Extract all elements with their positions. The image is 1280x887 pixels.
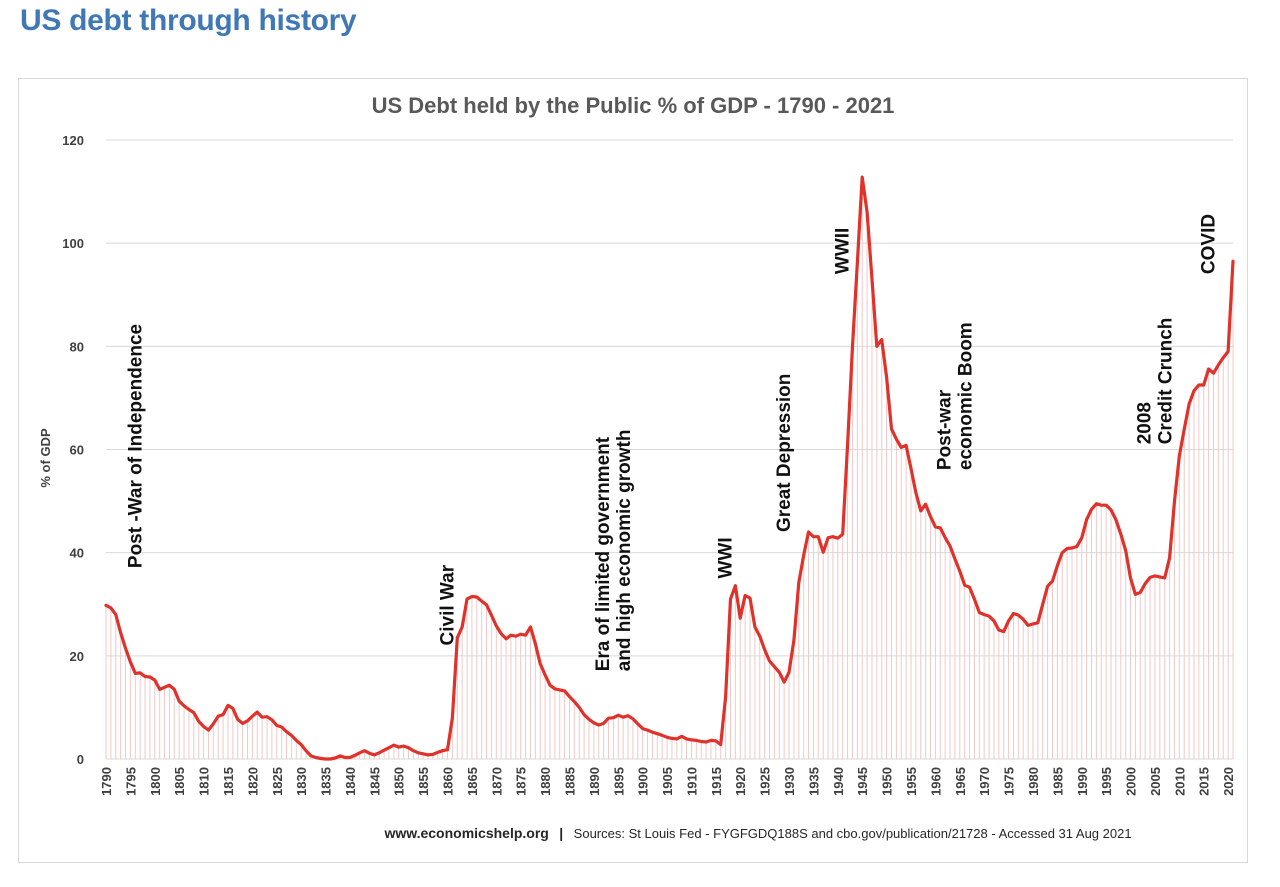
x-tick-label: 1850 <box>392 767 407 796</box>
x-tick-label: 1830 <box>294 767 309 796</box>
source-text: Sources: St Louis Fed - FYGFGDQ188S and … <box>574 826 1132 841</box>
x-tick-label: 2005 <box>1148 767 1163 796</box>
x-axis-ticks: 1790 1795 1800 1805 1810 1815 1820 1825 1830 1835… <box>99 767 1236 796</box>
x-tick-label: 1875 <box>514 767 529 796</box>
x-tick-label: 2010 <box>1172 767 1187 796</box>
x-tick-label: 1855 <box>416 767 431 796</box>
x-tick-label: 1935 <box>806 767 821 796</box>
annotation: 2008 Credit Crunch <box>1134 318 1176 445</box>
x-tick-label: 1925 <box>758 767 773 796</box>
x-tick-label: 2020 <box>1221 767 1236 796</box>
area-hatch <box>105 177 1234 759</box>
annotation: COVID <box>1199 214 1220 274</box>
y-tick-label: 80 <box>70 339 84 354</box>
y-axis-ticks: 0 20 40 60 80 100 120 <box>62 133 84 767</box>
x-tick-label: 1980 <box>1026 767 1041 796</box>
annotation-line: Credit Crunch <box>1155 318 1176 445</box>
x-tick-label: 1820 <box>245 767 260 796</box>
x-tick-label: 1885 <box>562 767 577 796</box>
x-tick-label: 1985 <box>1050 767 1065 796</box>
source-site: www.economicshelp.org <box>383 825 548 841</box>
x-tick-label: 1825 <box>270 767 285 796</box>
x-tick-label: 1795 <box>123 767 138 796</box>
series-line <box>104 175 1235 761</box>
x-tick-label: 2000 <box>1124 767 1139 796</box>
annotation-line: Civil War <box>438 564 459 645</box>
x-tick-label: 1840 <box>343 767 358 796</box>
annotation-line: Post -War of Independence <box>125 324 146 568</box>
y-tick-label: 60 <box>70 443 84 458</box>
source-footer: www.economicshelp.org | Sources: St Loui… <box>383 825 1131 842</box>
annotation-line: COVID <box>1199 214 1220 274</box>
x-tick-label: 1805 <box>172 767 187 796</box>
x-tick-label: 1990 <box>1075 767 1090 796</box>
annotations: Post -War of Independence Civil War Era of… <box>125 214 1219 671</box>
annotation-line: WWI <box>716 537 737 578</box>
x-tick-label: 1965 <box>953 767 968 796</box>
x-tick-label: 1860 <box>441 767 456 796</box>
chart-title: US Debt held by the Public % of GDP - 17… <box>372 93 895 118</box>
y-tick-label: 120 <box>62 133 84 148</box>
annotation: Post -War of Independence <box>125 324 146 568</box>
annotation-line: Great Depression <box>774 374 795 532</box>
page-heading: US debt through history <box>20 4 357 37</box>
x-tick-label: 1845 <box>367 767 382 796</box>
x-tick-label: 1800 <box>148 767 163 796</box>
x-tick-label: 1895 <box>611 767 626 796</box>
annotation-line: and high economic growth <box>614 430 635 672</box>
x-tick-label: 1915 <box>709 767 724 796</box>
gridlines <box>106 139 1233 760</box>
annotation-line: economic Boom <box>955 322 976 470</box>
x-tick-label: 1835 <box>319 767 334 796</box>
x-tick-label: 1940 <box>831 767 846 796</box>
annotation-line: Era of limited government <box>593 436 614 671</box>
x-tick-label: 1950 <box>880 767 895 796</box>
annotation: WWI <box>716 537 737 578</box>
x-tick-label: 1910 <box>684 767 699 796</box>
x-tick-label: 1890 <box>587 767 602 796</box>
x-tick-label: 1975 <box>1002 767 1017 796</box>
x-tick-label: 1945 <box>855 767 870 796</box>
annotation: Great Depression <box>774 374 795 532</box>
y-axis-label: % of GDP <box>38 428 53 488</box>
source-separator: | <box>559 825 563 841</box>
annotation: Era of limited government and high econom… <box>593 430 635 672</box>
x-tick-label: 1865 <box>465 767 480 796</box>
x-tick-label: 1905 <box>660 767 675 796</box>
x-tick-label: 1920 <box>733 767 748 796</box>
x-tick-label: 1810 <box>197 767 212 796</box>
y-tick-label: 40 <box>70 546 84 561</box>
x-tick-label: 1815 <box>221 767 236 796</box>
annotation: Post-war economic Boom <box>934 322 976 470</box>
x-tick-label: 1790 <box>99 767 114 796</box>
x-tick-label: 1960 <box>928 767 943 796</box>
x-tick-label: 1900 <box>636 767 651 796</box>
x-tick-label: 1955 <box>904 767 919 796</box>
annotation: WWII <box>833 228 854 274</box>
annotation-line: 2008 <box>1134 402 1155 444</box>
annotation-line: WWII <box>833 228 854 274</box>
x-tick-label: 1995 <box>1099 767 1114 796</box>
x-tick-label: 2015 <box>1197 767 1212 796</box>
x-tick-label: 1970 <box>977 767 992 796</box>
annotation: Civil War <box>438 564 459 645</box>
annotation-line: Post-war <box>934 389 955 470</box>
x-tick-label: 1870 <box>489 767 504 796</box>
y-tick-label: 100 <box>62 236 84 251</box>
y-tick-label: 20 <box>70 649 84 664</box>
y-tick-label: 0 <box>77 752 84 767</box>
x-tick-label: 1880 <box>538 767 553 796</box>
x-tick-label: 1930 <box>782 767 797 796</box>
